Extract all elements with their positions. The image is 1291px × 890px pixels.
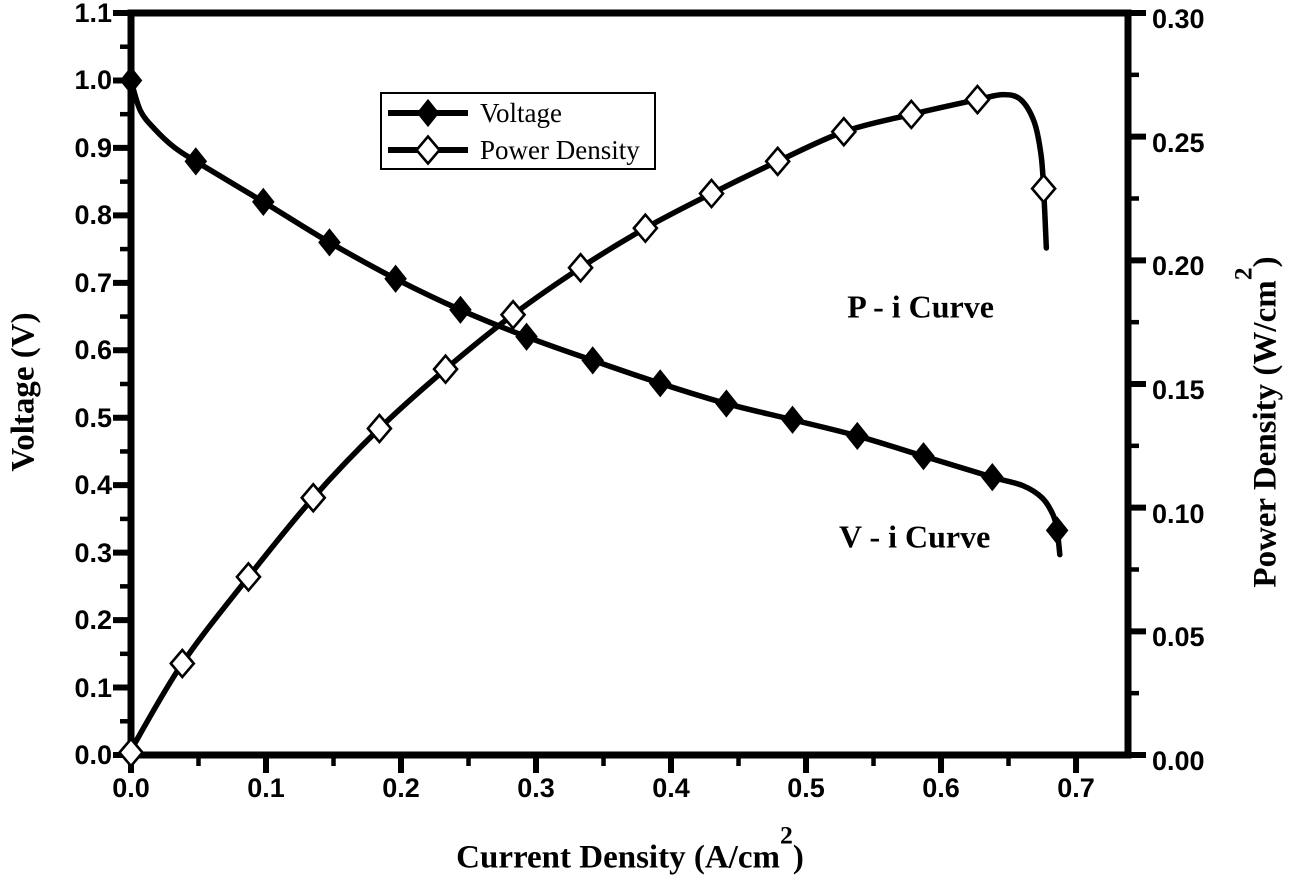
power-density-marker (764, 145, 791, 177)
y-right-axis-title: Power Density (W/cm2) (1229, 256, 1285, 588)
power-density-marker (898, 98, 925, 130)
legend-item-voltage: Voltage (382, 94, 654, 131)
y-right-tick-label: 0.15 (1152, 375, 1205, 405)
x-axis-title: Current Density (A/cm2) (456, 823, 804, 877)
voltage-marker (449, 295, 472, 324)
y-right-tick-label: 0.00 (1152, 746, 1205, 776)
power-density-curve (128, 91, 1050, 753)
voltage-marker (119, 66, 143, 95)
voltage-marker (515, 322, 538, 351)
x-tick-label: 0.2 (382, 773, 420, 803)
voltage-marker (318, 228, 341, 257)
y-right-axis-title-sup: 2 (1228, 267, 1258, 281)
plot-frame (127, 9, 1132, 759)
y-left-tick-label: 0.4 (74, 470, 112, 501)
voltage-marker (912, 442, 935, 471)
y-left-tick-label: 0.9 (74, 132, 112, 163)
voltage-curve-group (119, 66, 1069, 558)
legend-item-power-density: Power Density (382, 131, 654, 168)
power-density-marker (300, 482, 327, 514)
voltage-marker (781, 405, 804, 434)
y-left-tick-label: 1.0 (74, 65, 112, 96)
power-density-marker (698, 178, 725, 210)
voltage-marker (846, 421, 869, 451)
legend-item-label: Voltage (480, 97, 562, 128)
y-left-tick-label: 0.1 (74, 672, 112, 703)
power-density-marker (414, 133, 442, 166)
y-left-tick-label: 0.8 (74, 200, 112, 231)
power-density-marker (830, 116, 858, 148)
voltage-marker (252, 187, 275, 216)
power-density-marker (567, 252, 594, 284)
x-tick-label: 0.4 (652, 773, 690, 803)
y-left-axis-title: Voltage (V) (6, 312, 43, 471)
legend-item-label: Power Density (480, 134, 640, 165)
y-left-tick-label: 1.1 (74, 0, 112, 28)
y-right-tick-label: 0.20 (1152, 251, 1205, 282)
legend: Voltage Power Density (380, 92, 656, 170)
power-density-marker (499, 299, 527, 331)
voltage-marker (581, 346, 604, 375)
voltage-marker (648, 369, 672, 398)
voltage-marker (981, 462, 1004, 492)
y-right-tick-label: 0.05 (1152, 622, 1205, 653)
x-tick-label: 0.0 (112, 773, 150, 803)
x-tick-label: 0.5 (787, 773, 825, 803)
y-right-tick-label: 0.10 (1152, 498, 1205, 529)
power-density-marker (366, 413, 393, 445)
voltage-marker (715, 389, 738, 418)
power-density-marker (964, 84, 991, 116)
open-diamond-legend-swatch (388, 133, 468, 166)
power-density-marker (432, 353, 459, 385)
x-tick-label: 0.1 (247, 773, 285, 803)
x-tick-label: 0.6 (922, 773, 960, 803)
voltage-curve (128, 77, 1063, 558)
y-right-axis-title-text: Power Density (W/cm (1247, 280, 1284, 588)
voltage-marker (416, 98, 440, 127)
voltage-marker (184, 147, 208, 176)
power-density-marker (169, 647, 196, 679)
y-left-tick-label: 0.0 (74, 740, 112, 770)
y-left-tick-label: 0.7 (74, 267, 112, 298)
filled-diamond-legend-swatch (388, 98, 468, 127)
y-left-tick-label: 0.6 (74, 335, 112, 366)
y-right-tick-label: 0.30 (1152, 4, 1205, 34)
x-axis-title-sup: 2 (779, 820, 793, 850)
power-density-marker (235, 561, 262, 593)
y-left-tick-label: 0.5 (74, 402, 112, 433)
power-density-marker (632, 212, 659, 244)
annotation-p-i-curve: P - i Curve (847, 288, 994, 325)
power-density-marker (1030, 173, 1057, 205)
x-axis-title-close: ) (792, 839, 804, 876)
y-left-tick-label: 0.2 (74, 605, 112, 636)
power-density-marker (117, 737, 145, 769)
x-tick-label: 0.7 (1057, 773, 1095, 803)
annotation-v-i-curve: V - i Curve (838, 518, 991, 555)
y-right-axis-title-close: ) (1247, 256, 1284, 268)
x-tick-label: 0.3 (517, 773, 555, 803)
voltage-marker (384, 264, 407, 293)
y-left-tick-label: 0.3 (74, 537, 112, 568)
y-right-tick-label: 0.25 (1152, 127, 1205, 158)
voltage-marker (1045, 516, 1069, 545)
y-left-axis-title-text: Voltage (V) (5, 312, 42, 472)
x-axis-title-text: Current Density (A/cm (456, 839, 780, 876)
power-curve-group (117, 84, 1057, 769)
